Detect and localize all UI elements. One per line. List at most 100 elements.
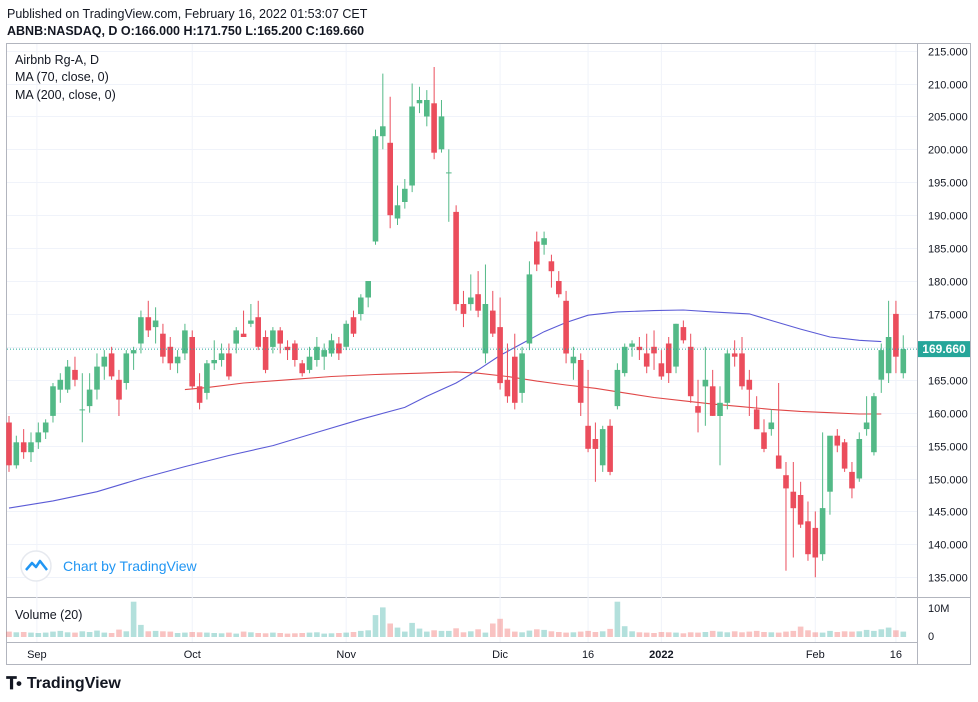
candle-body xyxy=(380,126,386,137)
time-tick-label: 16 xyxy=(890,649,902,661)
volume-bar xyxy=(812,632,819,637)
candle-body xyxy=(277,330,283,344)
volume-bar xyxy=(292,633,298,637)
candle-body xyxy=(592,439,599,449)
candle-body xyxy=(695,406,701,413)
volume-bar xyxy=(490,623,496,637)
volume-bar xyxy=(116,629,122,637)
volume-bar xyxy=(512,631,518,637)
candle-body xyxy=(526,274,533,344)
volume-bar xyxy=(636,632,643,637)
volume-bar xyxy=(614,601,621,637)
candle-body xyxy=(365,281,371,298)
candles xyxy=(6,67,907,578)
volume-bar xyxy=(240,631,247,637)
candle-body xyxy=(13,442,20,466)
time-tick-label: 2022 xyxy=(649,649,673,661)
volume-bar xyxy=(13,632,20,637)
candle-body xyxy=(739,353,745,387)
volume-bar xyxy=(108,633,115,637)
candle-body xyxy=(577,360,584,403)
candle-body xyxy=(504,379,511,397)
candle-body xyxy=(753,409,760,430)
volume-bar xyxy=(797,626,804,637)
tradingview-logo[interactable]: 𝐓• TradingView xyxy=(6,674,121,694)
candle-body xyxy=(900,349,907,374)
candle-body xyxy=(651,346,657,354)
volume-bar xyxy=(28,632,34,637)
candle-body xyxy=(519,353,525,393)
candle-body xyxy=(255,317,261,347)
volume-bar xyxy=(86,632,93,637)
candle-body xyxy=(101,356,108,367)
cloud-chart-icon xyxy=(25,559,48,571)
candle-body xyxy=(871,396,877,453)
candle-body xyxy=(797,495,804,525)
volume-bar xyxy=(189,632,195,637)
volume-bar xyxy=(145,631,152,637)
legend-ma70: MA (70, close, 0) xyxy=(15,70,109,84)
candle-body xyxy=(94,366,100,390)
price-tick-label: 140.000 xyxy=(928,540,968,552)
candle-body xyxy=(607,425,613,472)
volume-bar xyxy=(724,632,731,637)
candle-body xyxy=(130,350,137,354)
volume-bar xyxy=(380,607,386,637)
legend-ma200: MA (200, close, 0) xyxy=(15,88,116,102)
volume-bar xyxy=(328,633,335,637)
candle-body xyxy=(123,353,130,383)
candle-body xyxy=(812,527,819,558)
tv-logo-icon: 𝐓• xyxy=(6,674,22,693)
volume-bar xyxy=(424,631,430,637)
candle-body xyxy=(20,442,27,453)
volume-bar xyxy=(504,628,511,637)
volume-bar xyxy=(438,630,445,637)
candle-body xyxy=(343,323,349,347)
candle-body xyxy=(783,475,789,489)
candle-body xyxy=(321,350,327,357)
volume-bar xyxy=(196,632,203,637)
price-axis[interactable]: 215.000 210.000 205.000 200.000 195.000 190.0… xyxy=(928,47,968,585)
candle-body xyxy=(629,343,635,347)
candle-body xyxy=(211,360,217,364)
volume-bar xyxy=(856,631,863,637)
volume-bar xyxy=(658,632,665,637)
watermark-text: Chart by TradingView xyxy=(63,558,197,574)
candle-body xyxy=(438,116,445,150)
volume-bar xyxy=(218,633,225,637)
candle-body xyxy=(314,346,320,360)
volume-bar xyxy=(592,632,599,637)
volume-bar xyxy=(497,618,503,637)
candle-body xyxy=(761,432,767,449)
volume-bar xyxy=(673,632,679,637)
volume-bar xyxy=(152,630,159,637)
volume-bar xyxy=(409,622,415,637)
volume-bar xyxy=(753,630,760,637)
candle-body xyxy=(460,304,467,314)
volume-bar xyxy=(680,633,687,637)
volume-bar xyxy=(834,632,841,637)
candle-body xyxy=(394,205,401,219)
candle-body xyxy=(358,297,364,314)
candle-body xyxy=(724,353,731,403)
volume-bar xyxy=(284,633,291,637)
time-tick-label: Nov xyxy=(336,649,356,661)
candle-body xyxy=(497,327,503,384)
candle-body xyxy=(218,353,225,360)
candle-body xyxy=(57,379,64,390)
volume-bar xyxy=(863,629,870,637)
volume-bar xyxy=(365,630,371,637)
volume-bar xyxy=(211,633,217,637)
volume-bar xyxy=(717,631,723,637)
candle-body xyxy=(174,356,181,364)
candle-body xyxy=(64,366,71,390)
tradingview-watermark[interactable]: Chart by TradingView xyxy=(20,550,197,582)
candle-body xyxy=(548,261,555,272)
symbol-label: ABNB:NASDAQ, D xyxy=(7,24,118,38)
volume-bar xyxy=(819,632,826,637)
volume-bar xyxy=(50,631,56,637)
time-axis[interactable]: Sep Oct Nov Dic 16 2022 Feb 16 xyxy=(27,649,902,661)
candle-body xyxy=(387,142,393,216)
volume-bar xyxy=(805,630,811,637)
